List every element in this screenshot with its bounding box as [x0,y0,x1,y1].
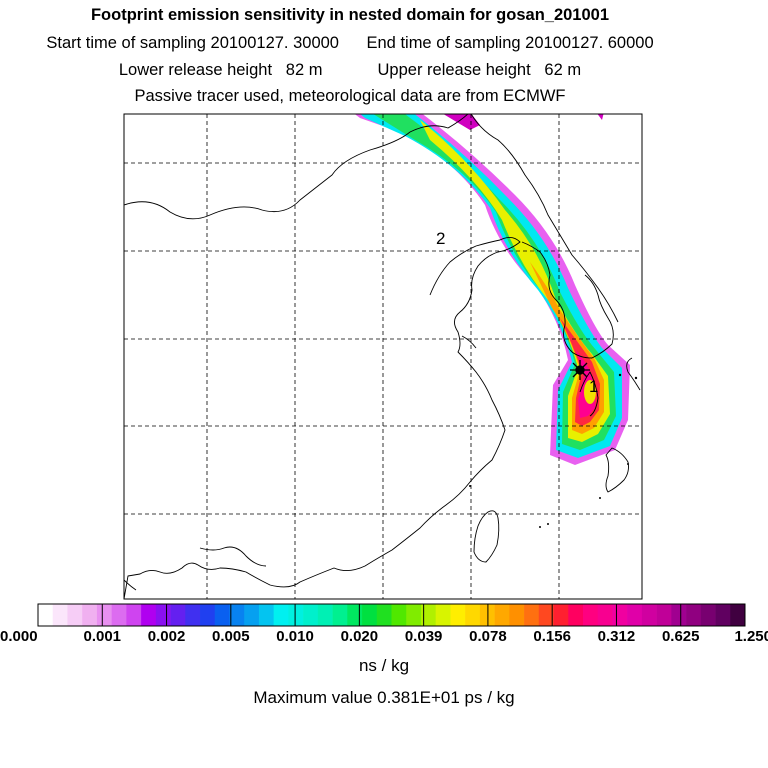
colorbar-swatch [67,604,83,626]
colorbar-swatch [597,604,613,626]
colorbar-swatch [111,604,127,626]
colorbar-swatch [450,604,466,626]
colorbar-tick-label: 0.000 [0,628,38,645]
colorbar-swatch [141,604,157,626]
start-time-text: Start time of sampling 20100127. 30000 [46,34,339,52]
colorbar-tick-label: 0.312 [597,628,636,645]
colorbar-swatch [391,604,407,626]
colorbar-tick-label: 0.010 [276,628,314,645]
colorbar-tick-label: 0.001 [83,628,122,645]
colorbar-swatch [96,604,112,626]
receptor-star-icon [570,360,590,380]
coastlines [124,114,641,599]
colorbar-swatch [155,604,171,626]
colorbar-swatch [656,604,672,626]
plume-edge [354,114,630,465]
colorbar [38,604,746,626]
colorbar-swatch [82,604,98,626]
colorbar-swatch [288,604,304,626]
colorbar-swatch [273,604,289,626]
hainan-coast [124,579,137,591]
colorbar-swatch [730,604,746,626]
river-mouth [461,335,477,349]
colorbar-swatch [244,604,260,626]
north-border-line [124,114,469,220]
coast-detail [579,371,599,417]
colorbar-tick-label: 0.002 [147,628,186,645]
colorbar-swatch [641,604,657,626]
colorbar-tick-label: 0.078 [469,628,507,645]
title-line-1: Footprint emission sensitivity in nested… [90,6,610,24]
maximum-value: Maximum value 0.381E+01 ps / kg [253,688,515,707]
colorbar-swatch [479,604,495,626]
interior-border [199,546,267,567]
colorbar-frame [37,603,746,627]
colorbar-tick-label: 1.250 [734,628,768,645]
lower-release-text: Lower release height 82 m [118,61,323,79]
colorbar-tick-label: 0.020 [340,628,379,645]
colorbar-swatch [494,604,510,626]
colorbar-swatch [362,604,378,626]
colorbar-swatch [38,604,54,626]
colorbar-swatch [553,604,569,626]
colorbar-swatch [582,604,599,626]
map-frame [123,113,643,600]
colorbar-swatch [435,604,451,626]
colorbar-tick-label: 0.156 [533,628,571,645]
colorbar-swatch [700,604,716,626]
mainland-coastline [124,237,521,599]
colorbar-swatch [627,604,643,626]
colorbar-swatch [317,604,333,626]
colorbar-swatch [185,604,201,626]
islands [469,373,638,528]
colorbar-swatch [258,604,274,626]
korean-peninsula-coast [521,241,614,359]
title-line-2: Start time of sampling 20100127. 30000 E… [0,34,700,53]
taiwan-coast [473,510,500,563]
map-grid [124,114,642,599]
colorbar-tick-label: 0.039 [404,628,443,645]
colorbar-unit: ns / kg [358,656,410,675]
colorbar-swatch [376,604,392,626]
colorbar-swatch [303,604,319,626]
upper-release-text: Upper release height 62 m [377,61,582,79]
colorbar-swatch [538,604,554,626]
colorbar-tick-label: 0.625 [661,628,700,645]
colorbar-tick-label: 0.005 [212,628,250,645]
colorbar-swatch [52,604,68,626]
plume-centre [584,380,596,404]
plume-layer [354,114,630,465]
end-time-text: End time of sampling 20100127. 60000 [366,34,654,52]
colorbar-swatch [465,604,481,626]
colorbar-swatch [420,604,436,626]
colorbar-dividers [101,604,682,626]
colorbar-swatch [332,604,348,626]
title-line-4: Passive tracer used, meteorological data… [134,87,566,105]
colorbar-swatch [524,604,540,626]
plume-tail-2 [597,114,604,120]
colorbar-swatch [686,604,702,626]
kyushu-coast [605,447,629,493]
colorbar-swatch [406,604,422,626]
colorbar-swatch [347,604,363,626]
colorbar-swatch [509,604,525,626]
colorbar-swatch [568,604,584,626]
title-line-3: Lower release height 82 m Upper release … [0,61,700,80]
colorbar-swatch [715,604,731,626]
colorbar-swatch [229,604,245,626]
colorbar-swatch [200,604,216,626]
japan-coast [626,357,641,391]
colorbar-swatch [170,604,186,626]
korea-border-line [470,114,619,323]
marker-label-2: 2 [436,229,445,248]
colorbar-swatch [126,604,142,626]
colorbar-swatch [671,604,687,626]
marker-label-1: 1 [589,377,598,396]
colorbar-swatch [612,604,628,626]
colorbar-swatch [214,604,230,626]
